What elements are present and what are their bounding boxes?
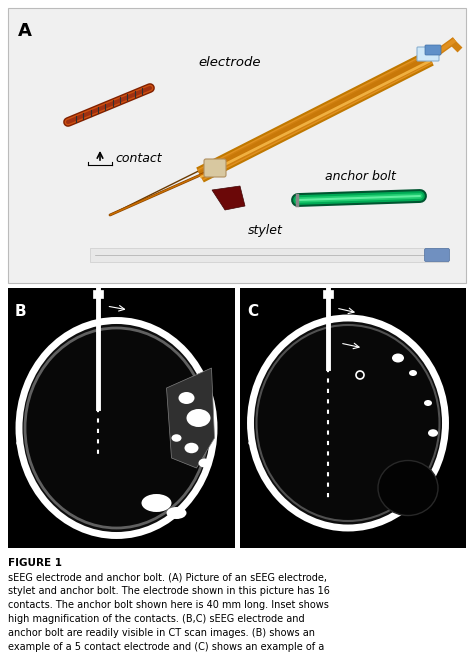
FancyBboxPatch shape [90,248,448,262]
Bar [240,288,466,548]
Ellipse shape [19,321,214,535]
FancyBboxPatch shape [417,47,439,61]
Ellipse shape [256,325,439,521]
Ellipse shape [184,443,199,453]
FancyBboxPatch shape [204,159,226,177]
Text: stylet and anchor bolt. The electrode shown in this picture has 16: stylet and anchor bolt. The electrode sh… [8,586,330,596]
FancyBboxPatch shape [8,8,466,283]
Ellipse shape [166,507,186,519]
Text: FIGURE 1: FIGURE 1 [8,558,62,568]
Ellipse shape [250,318,446,528]
Text: high magnification of the contacts. (B,C) sEEG electrode and: high magnification of the contacts. (B,C… [8,614,305,624]
Text: contact: contact [115,152,162,164]
Text: contacts. The anchor bolt shown here is 40 mm long. Inset shows: contacts. The anchor bolt shown here is … [8,600,329,610]
Text: example of a 5 contact electrode and (C) shows an example of a: example of a 5 contact electrode and (C)… [8,642,324,652]
Bar [8,288,235,548]
Text: C: C [247,304,258,319]
Ellipse shape [424,400,432,406]
Ellipse shape [199,459,210,467]
Text: stylet: stylet [247,224,283,237]
Ellipse shape [172,434,182,442]
Text: sEEG electrode and anchor bolt. (A) Picture of an sEEG electrode,: sEEG electrode and anchor bolt. (A) Pict… [8,572,327,582]
Polygon shape [212,186,245,210]
FancyBboxPatch shape [323,290,333,298]
Text: anchor bolt are readily visible in CT scan images. (B) shows an: anchor bolt are readily visible in CT sc… [8,628,315,638]
Ellipse shape [142,494,172,512]
Text: anchor bolt: anchor bolt [325,170,395,183]
Ellipse shape [179,392,194,404]
Text: B: B [15,304,27,319]
Text: o: o [16,440,20,446]
Ellipse shape [409,370,417,376]
FancyBboxPatch shape [425,45,441,55]
Ellipse shape [392,354,404,362]
Text: A: A [18,22,32,40]
Ellipse shape [25,328,208,528]
FancyBboxPatch shape [93,290,103,298]
Polygon shape [166,368,215,468]
Ellipse shape [428,429,438,437]
FancyBboxPatch shape [425,249,449,261]
Ellipse shape [378,461,438,515]
Text: electrode: electrode [199,55,261,69]
Ellipse shape [186,409,210,427]
Text: o: o [248,440,252,446]
